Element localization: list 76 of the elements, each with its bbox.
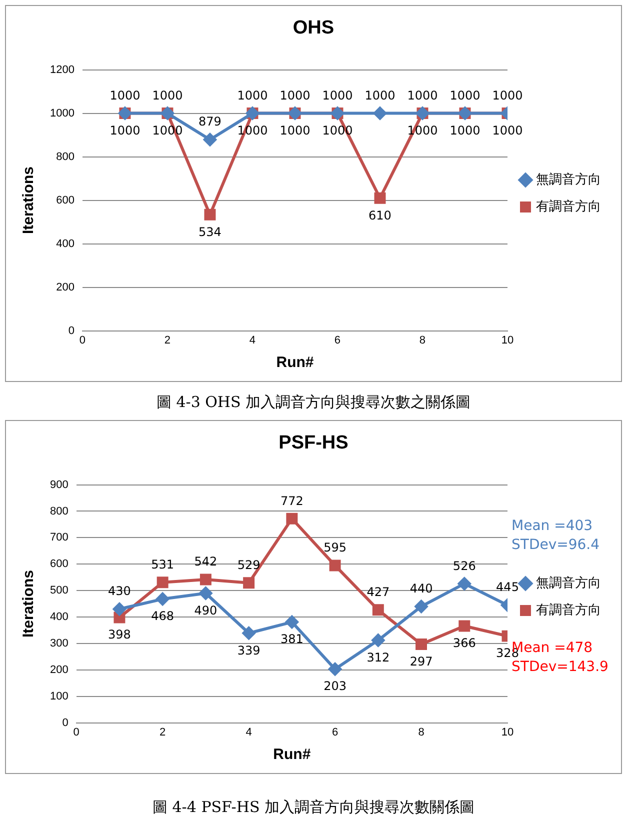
- data-label: 1000: [450, 88, 480, 102]
- x-tick-label: 8: [418, 726, 424, 738]
- y-tick-label: 900: [50, 478, 68, 491]
- y-tick-label: 600: [50, 558, 68, 570]
- y-tick-label: 700: [50, 532, 68, 544]
- x-tick-label: 10: [501, 334, 514, 346]
- y-axis-title: Iterations: [20, 570, 38, 638]
- legend-label: 無調音方向: [536, 575, 601, 590]
- data-label: 445: [496, 580, 519, 594]
- legend-label: 無調音方向: [536, 172, 601, 187]
- data-label: 427: [366, 585, 390, 600]
- data-label: 440: [410, 582, 433, 596]
- data-label: 531: [151, 558, 174, 572]
- data-label: 490: [194, 603, 218, 618]
- data-label: 772: [280, 494, 304, 508]
- data-label: 1000: [152, 88, 183, 102]
- data-label: 879: [198, 114, 222, 129]
- x-tick-label: 6: [332, 726, 338, 738]
- x-axis-title: Run#: [276, 354, 314, 372]
- legend-label: 有調音方向: [536, 198, 601, 214]
- x-tick-label: 2: [164, 334, 171, 346]
- data-label: 1000: [322, 88, 353, 102]
- caption: 圖 4-4 PSF-HS 加入調音方向與搜尋次數關係圖: [152, 798, 476, 817]
- data-label: 1000: [492, 123, 523, 138]
- y-tick-label: 500: [50, 584, 68, 597]
- data-label: 526: [452, 558, 476, 573]
- chart-title: PSF-HS: [278, 432, 348, 454]
- data-label: 1000: [110, 88, 140, 102]
- legend-label: 有調音方向: [536, 602, 601, 618]
- y-tick-label: 1000: [50, 107, 74, 120]
- data-label: 1000: [237, 88, 268, 102]
- data-label: 381: [280, 632, 304, 646]
- y-tick-label: 100: [50, 690, 68, 702]
- data-label: 529: [237, 558, 260, 572]
- y-tick-label: 300: [50, 638, 68, 650]
- data-label: 1000: [407, 88, 438, 102]
- data-label: 1000: [110, 123, 140, 138]
- data-label: 534: [198, 224, 222, 239]
- data-label: 610: [368, 208, 392, 222]
- y-tick-label: 400: [50, 611, 68, 624]
- data-label: 203: [324, 679, 346, 694]
- data-label: 595: [324, 540, 346, 555]
- y-tick-label: 400: [56, 238, 74, 250]
- x-tick-label: 6: [334, 334, 341, 346]
- y-tick-label: 0: [62, 716, 68, 729]
- x-tick-label: 0: [79, 334, 86, 346]
- y-tick-label: 1200: [50, 64, 74, 76]
- x-tick-label: 10: [501, 726, 514, 738]
- y-tick-label: 0: [68, 324, 74, 337]
- data-label: 398: [108, 628, 131, 642]
- data-label: 312: [366, 650, 390, 664]
- x-tick-label: 4: [249, 334, 256, 346]
- y-tick-label: 800: [56, 150, 74, 163]
- data-label: 1000: [280, 88, 310, 102]
- data-label: 468: [151, 609, 174, 624]
- caption: 圖 4-3 OHS 加入調音方向與搜尋次數之關係圖: [155, 393, 472, 412]
- data-label: 297: [410, 654, 433, 668]
- data-label: 1000: [364, 88, 396, 102]
- x-axis-title: Run#: [273, 746, 312, 764]
- data-label: 542: [194, 554, 218, 569]
- data-label: 366: [452, 636, 476, 650]
- x-tick-label: 8: [419, 334, 426, 346]
- x-tick-label: 4: [246, 726, 252, 738]
- data-label: 1000: [492, 88, 523, 102]
- data-label: 339: [237, 643, 260, 658]
- y-tick-label: 200: [50, 664, 68, 676]
- data-label: 430: [108, 584, 131, 598]
- y-axis-title: Iterations: [20, 166, 38, 234]
- chart-title: OHS: [292, 18, 334, 39]
- y-tick-label: 800: [50, 505, 68, 518]
- data-label: 1000: [280, 123, 310, 138]
- text: Mean =403 STDev=96.4: [512, 517, 600, 555]
- y-tick-label: 600: [56, 194, 74, 206]
- y-tick-label: 200: [56, 281, 74, 294]
- x-tick-label: 2: [160, 726, 166, 738]
- data-label: 1000: [450, 123, 480, 138]
